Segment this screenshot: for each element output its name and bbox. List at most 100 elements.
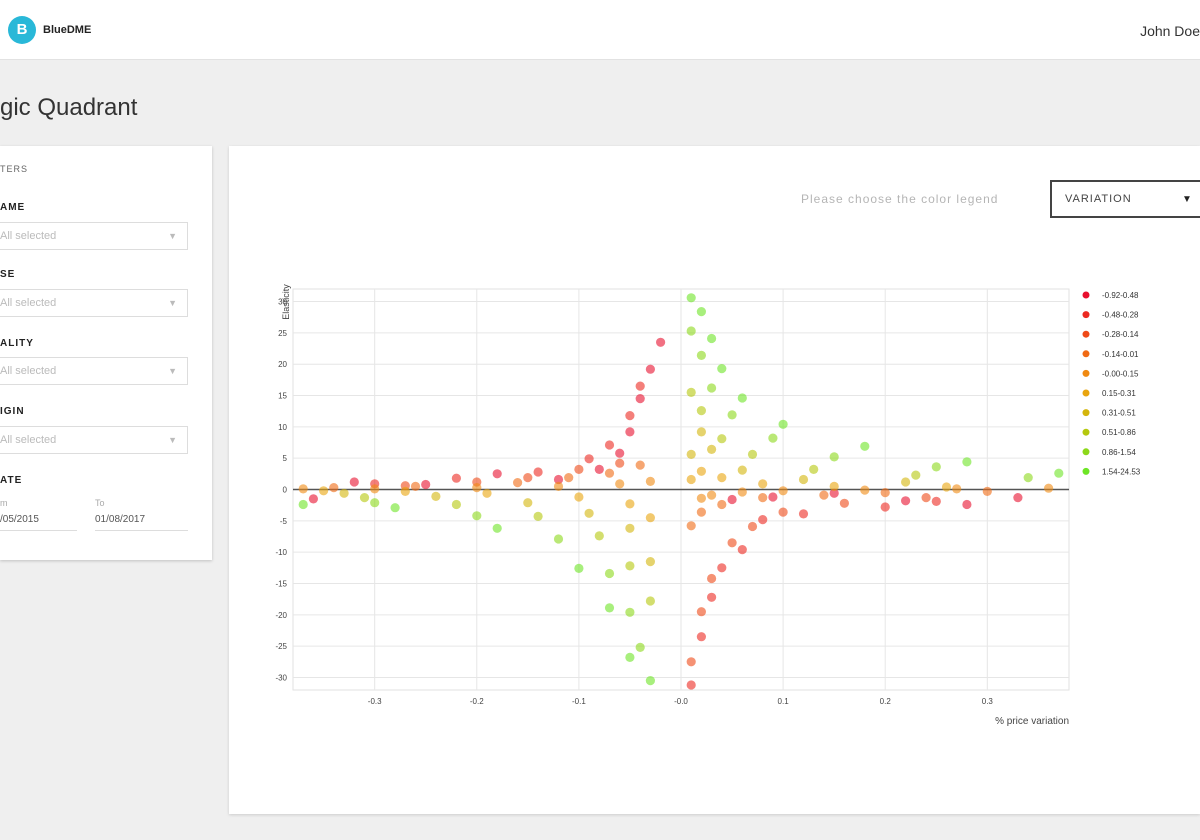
data-point	[625, 652, 635, 662]
legend-entry: 0.86-1.54	[1102, 448, 1136, 457]
date-from-input[interactable]: /05/2015	[0, 514, 77, 531]
data-point	[768, 433, 778, 443]
data-point	[829, 481, 839, 491]
data-point	[451, 473, 461, 483]
data-point	[727, 410, 737, 420]
data-point	[625, 427, 635, 437]
y-tick-label: 0	[283, 486, 288, 495]
top-bar: B BlueDME John Doe	[0, 0, 1200, 60]
data-point	[584, 508, 594, 518]
data-point	[727, 538, 737, 548]
data-point	[819, 490, 829, 500]
filter-label-quality: ALITY	[0, 338, 34, 349]
data-point	[308, 494, 318, 504]
legend-swatch	[1082, 350, 1090, 358]
data-point	[533, 467, 543, 477]
chevron-down-icon: ▼	[168, 298, 177, 308]
brand-name[interactable]: BlueDME	[43, 24, 92, 36]
data-point	[390, 503, 400, 513]
legend-entry: -0.92-0.48	[1102, 291, 1139, 300]
data-point	[594, 531, 604, 541]
x-axis-label: % price variation	[995, 716, 1069, 727]
legend-entry: 0.15-0.31	[1102, 389, 1136, 398]
data-point	[962, 499, 972, 510]
data-point	[778, 419, 788, 429]
date-to-input[interactable]: 01/08/2017	[95, 514, 188, 531]
legend-swatch	[1082, 291, 1090, 299]
bluedme-logo-icon[interactable]: B	[8, 16, 36, 44]
filter-select-quality[interactable]: All selected ▼	[0, 357, 188, 385]
data-point	[798, 509, 809, 519]
color-legend-prompt: Please choose the color legend	[801, 192, 999, 206]
data-point	[1044, 483, 1054, 493]
legend-entry: 0.51-0.86	[1102, 428, 1136, 437]
data-point	[513, 478, 523, 488]
data-point	[645, 557, 655, 567]
data-point	[645, 364, 655, 374]
data-point	[400, 486, 410, 496]
data-point	[696, 406, 706, 416]
data-point	[492, 469, 502, 479]
filter-select-value: All selected	[0, 434, 57, 446]
filter-select-origin[interactable]: All selected ▼	[0, 426, 188, 454]
data-point	[686, 293, 696, 303]
data-point	[472, 511, 482, 521]
data-point	[717, 434, 727, 444]
x-tick-label: -0.0	[674, 697, 688, 706]
chevron-down-icon: ▼	[168, 366, 177, 376]
legend-entry: -0.28-0.14	[1102, 330, 1139, 339]
data-point	[635, 460, 645, 470]
filter-select-value: All selected	[0, 297, 57, 309]
data-point	[931, 462, 941, 472]
data-point	[696, 607, 706, 617]
filters-panel: TERS AME All selected ▼ SE All selected …	[0, 146, 212, 560]
y-tick-label: 10	[278, 423, 287, 432]
data-point	[604, 440, 615, 450]
data-point	[696, 632, 706, 642]
legend-swatch	[1082, 389, 1090, 397]
data-point	[615, 479, 625, 489]
data-point	[758, 493, 768, 503]
data-point	[880, 488, 890, 498]
data-point	[349, 477, 359, 487]
x-tick-label: -0.1	[572, 697, 586, 706]
data-point	[533, 511, 543, 521]
data-point	[472, 483, 482, 493]
user-menu[interactable]: John Doe	[1140, 23, 1200, 39]
data-point	[482, 488, 492, 498]
filters-title: TERS	[0, 164, 29, 174]
data-point	[298, 484, 308, 494]
filter-select-name[interactable]: All selected ▼	[0, 222, 188, 250]
legend-entry: -0.48-0.28	[1102, 311, 1139, 320]
data-point	[656, 337, 666, 347]
data-point	[686, 449, 696, 459]
y-axis-label: Elasticity	[281, 284, 291, 320]
data-point	[921, 493, 931, 503]
y-tick-label: 15	[278, 392, 287, 401]
data-point	[604, 468, 615, 478]
data-point	[829, 488, 839, 498]
filter-select-base[interactable]: All selected ▼	[0, 289, 188, 317]
data-point	[615, 458, 625, 468]
data-point	[686, 474, 696, 485]
data-point	[370, 498, 380, 508]
data-point	[696, 350, 706, 360]
data-point	[727, 494, 737, 505]
color-legend-select-value: VARIATION	[1065, 193, 1132, 205]
y-tick-label: -20	[275, 611, 287, 620]
color-legend-select[interactable]: VARIATION ▼	[1050, 180, 1200, 218]
y-tick-label: -10	[275, 548, 287, 557]
y-tick-label: 25	[278, 329, 287, 338]
data-point	[686, 387, 696, 397]
data-point	[604, 568, 615, 579]
data-point	[717, 563, 727, 573]
x-tick-label: -0.3	[368, 697, 382, 706]
data-point	[370, 484, 380, 494]
data-point	[941, 482, 952, 492]
legend-swatch	[1082, 448, 1090, 456]
data-point	[707, 444, 717, 454]
data-point	[339, 488, 349, 498]
chart-card: Please choose the color legend VARIATION…	[229, 146, 1200, 814]
x-tick-label: 0.3	[982, 697, 994, 706]
data-point	[625, 499, 635, 509]
